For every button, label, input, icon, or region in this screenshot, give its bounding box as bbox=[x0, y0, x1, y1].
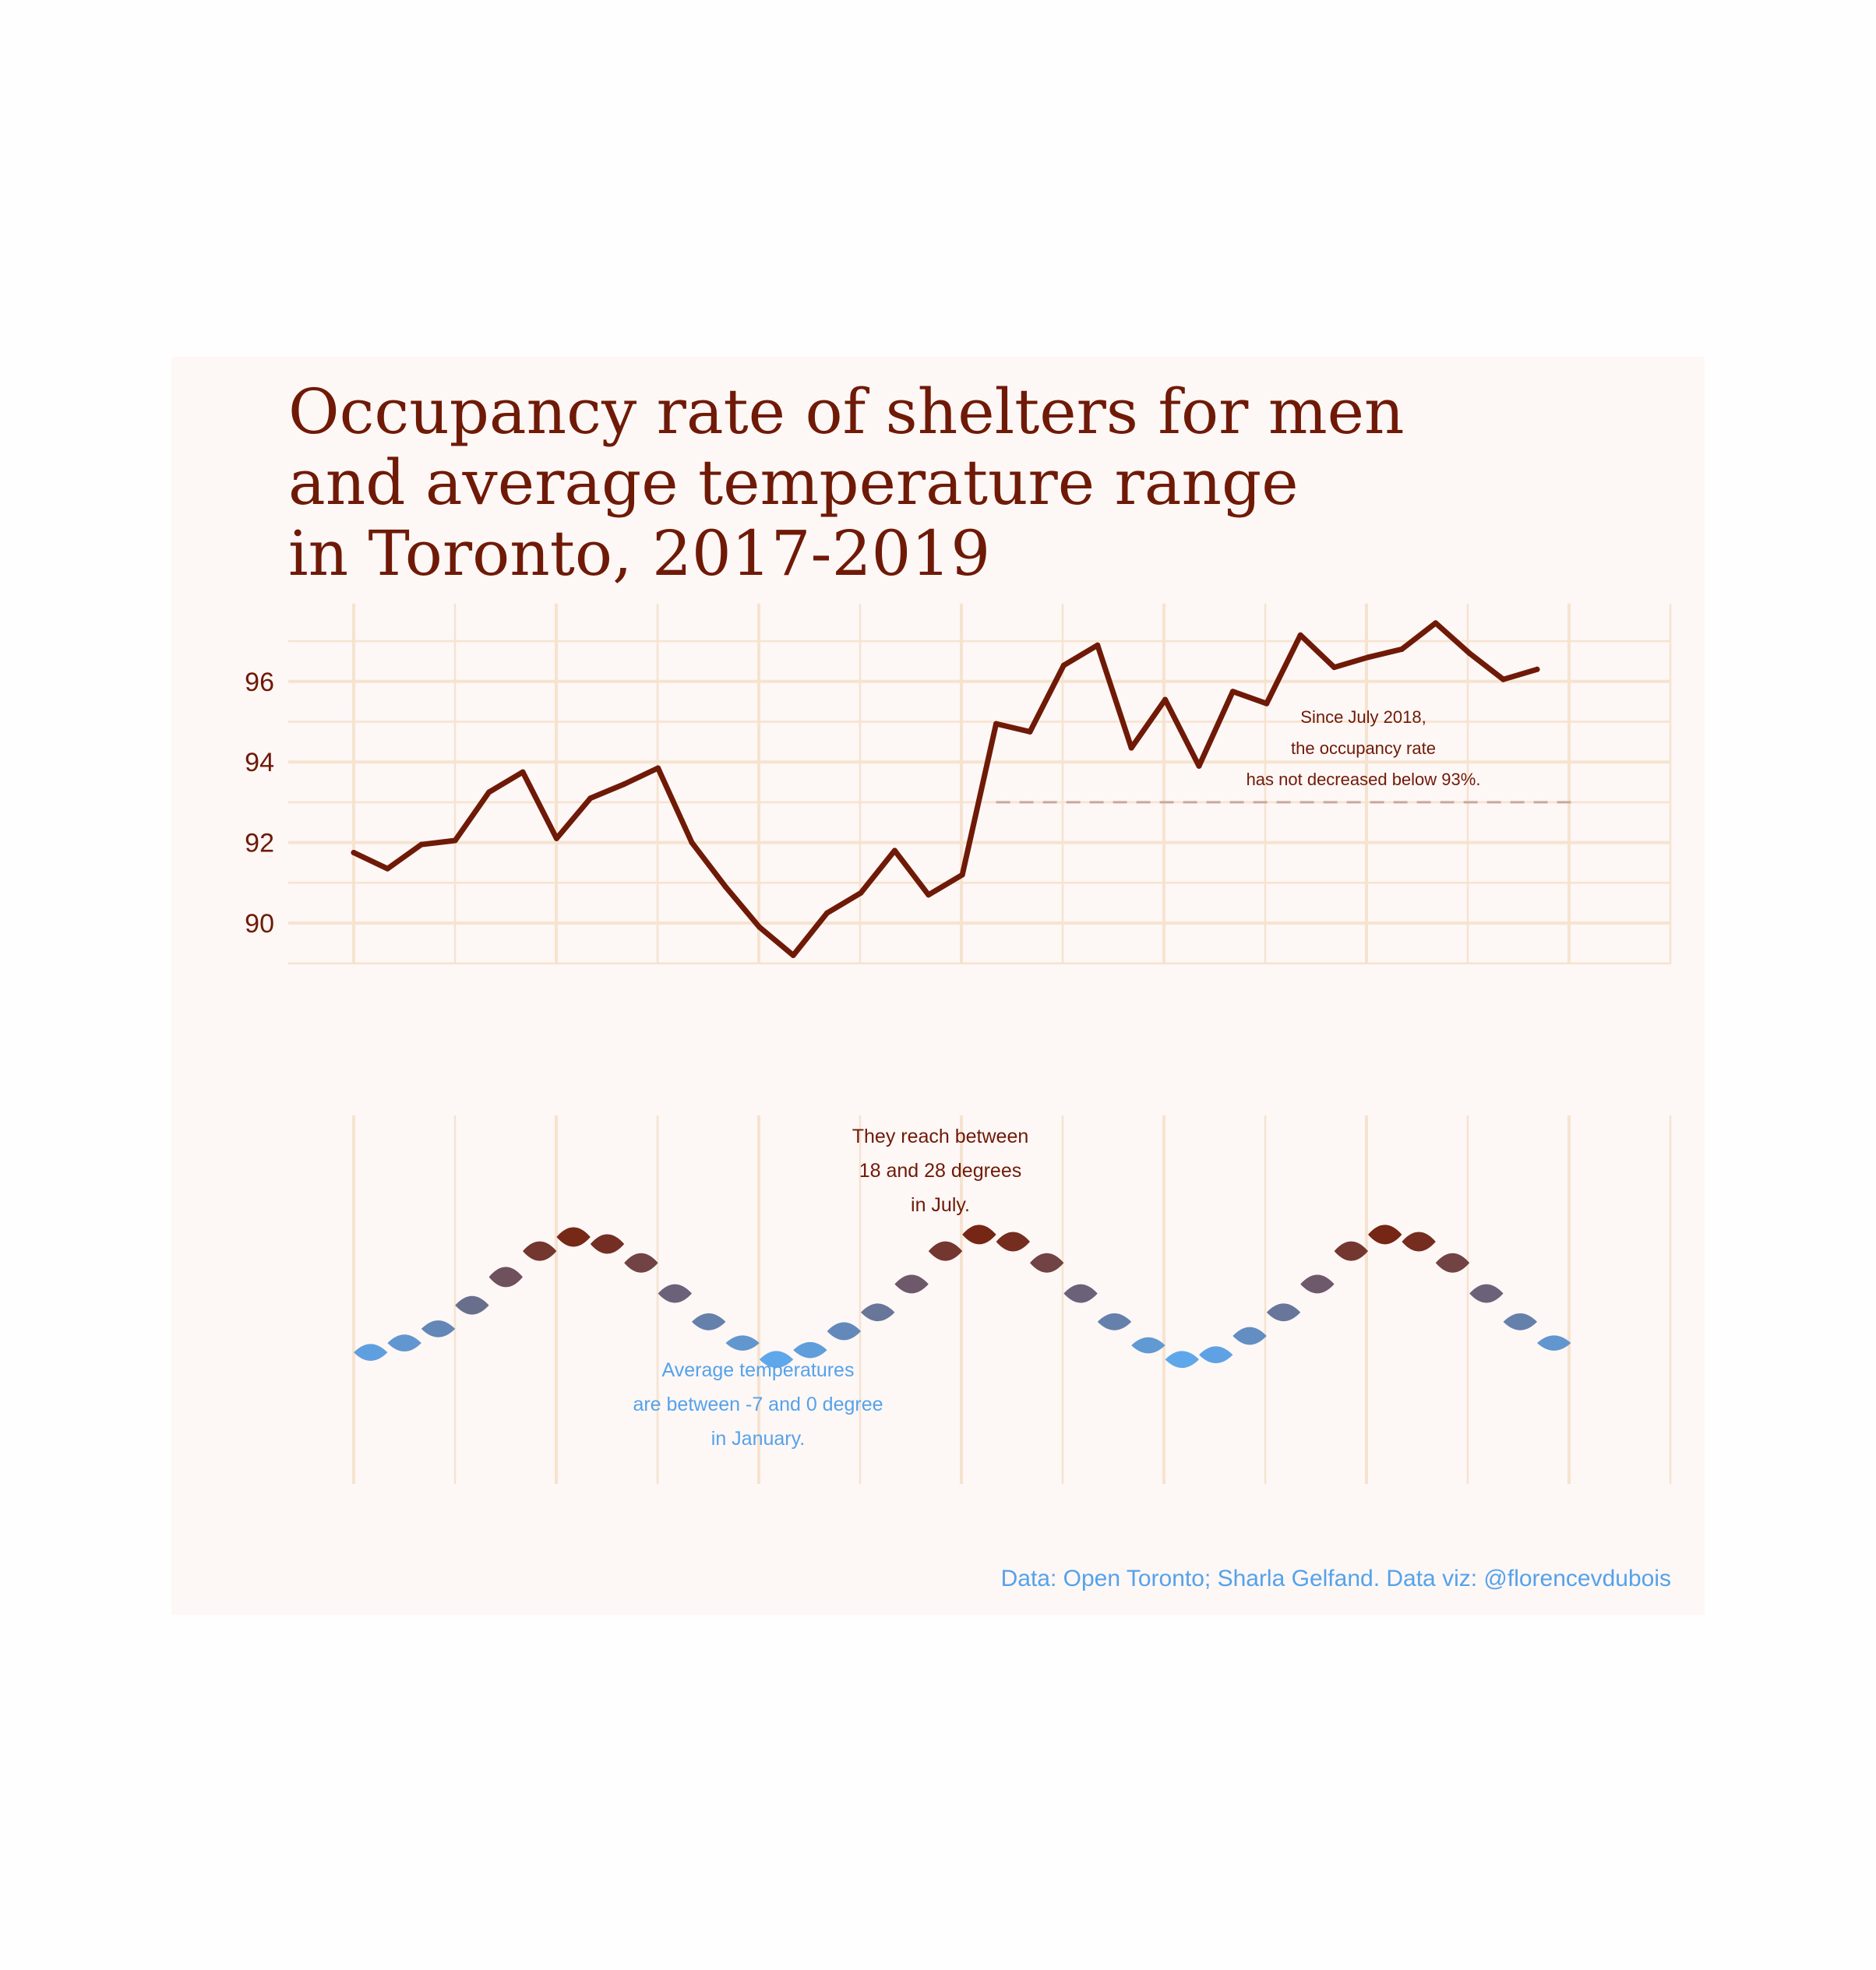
temperature-range-mark bbox=[692, 1313, 726, 1330]
annotation-line: Since July 2018, bbox=[1300, 707, 1426, 727]
occupancy-point bbox=[858, 890, 864, 896]
occupancy-point bbox=[520, 769, 526, 775]
annotation-line: the occupancy rate bbox=[1291, 738, 1436, 758]
annotation-warm-line: They reach between bbox=[852, 1126, 1029, 1147]
occupancy-point bbox=[1027, 728, 1033, 735]
temperature-range-mark bbox=[861, 1303, 895, 1322]
occupancy-line bbox=[351, 620, 1540, 958]
occupancy-y-axis: 90 92 94 96 bbox=[245, 668, 274, 939]
occupancy-point bbox=[1264, 700, 1270, 707]
occupancy-point bbox=[1229, 689, 1236, 695]
occupancy-point bbox=[722, 883, 728, 890]
occupancy-point bbox=[418, 841, 425, 848]
annotation-warm-line: in July. bbox=[911, 1194, 970, 1216]
annotation-warm-line: 18 and 28 degrees bbox=[859, 1160, 1022, 1182]
occupancy-point bbox=[553, 835, 559, 841]
occupancy-point bbox=[587, 795, 594, 802]
occupancy-point bbox=[824, 910, 830, 916]
caption: Data: Open Toronto; Sharla Gelfand. Data… bbox=[1000, 1566, 1671, 1591]
temperature-range-mark bbox=[387, 1334, 421, 1352]
temperature-range-mark bbox=[725, 1335, 760, 1351]
occupancy-point bbox=[1466, 650, 1472, 657]
temperature-range-mark bbox=[1537, 1335, 1571, 1351]
temperature-range-mark bbox=[1199, 1346, 1233, 1364]
temperature-range-mark bbox=[624, 1253, 658, 1273]
temperature-range-mark bbox=[1435, 1253, 1470, 1273]
temperature-range-mark bbox=[759, 1351, 794, 1369]
occupancy-point bbox=[1433, 620, 1439, 626]
occupancy-point bbox=[1196, 763, 1202, 769]
temperature-range-mark bbox=[962, 1225, 996, 1245]
occupancy-point bbox=[756, 924, 763, 930]
temperature-range-mark bbox=[658, 1284, 692, 1303]
annotation-cold-line: are between -7 and 0 degree bbox=[633, 1394, 883, 1415]
occupancy-annotation: Since July 2018, the occupancy rate has no… bbox=[1247, 707, 1481, 789]
temperature-range-mark bbox=[1334, 1241, 1368, 1261]
y-tick-label: 94 bbox=[245, 748, 274, 777]
y-tick-label: 96 bbox=[245, 668, 274, 697]
temperature-range-mark bbox=[1300, 1274, 1335, 1294]
occupancy-point bbox=[959, 872, 965, 878]
temperature-range-mark bbox=[1232, 1327, 1267, 1345]
temperature-range-mark bbox=[1368, 1225, 1402, 1245]
temperature-range-mark bbox=[455, 1295, 489, 1315]
occupancy-point bbox=[655, 765, 661, 771]
y-tick-label: 90 bbox=[245, 909, 274, 939]
occupancy-point bbox=[790, 952, 796, 958]
temperature-range-mark bbox=[1266, 1303, 1301, 1322]
temperature-range-mark bbox=[1503, 1313, 1537, 1330]
temperature-range-mark bbox=[894, 1274, 929, 1294]
temperature-range-mark bbox=[1131, 1337, 1165, 1354]
temperature-range-mark bbox=[488, 1267, 523, 1288]
occupancy-point bbox=[1500, 676, 1507, 682]
occupancy-point bbox=[486, 789, 492, 795]
annotation-line: has not decreased below 93%. bbox=[1247, 770, 1481, 789]
temperature-range-mark bbox=[793, 1341, 827, 1359]
temperature-range-mark bbox=[590, 1234, 625, 1254]
occupancy-point bbox=[993, 721, 1000, 727]
temperature-range-mark bbox=[1165, 1351, 1199, 1369]
temperature-range-mark bbox=[523, 1241, 557, 1261]
temperature-range-mark bbox=[1402, 1232, 1436, 1252]
occupancy-point bbox=[926, 892, 932, 898]
temperature-range-mark bbox=[1030, 1253, 1064, 1273]
annotation-cold-line: Average temperatures bbox=[662, 1359, 855, 1381]
occupancy-point bbox=[351, 850, 357, 856]
occupancy-point bbox=[452, 837, 458, 844]
temperature-annotations: They reach between 18 and 28 degrees in Ju… bbox=[633, 1126, 1028, 1450]
temperature-range-mark bbox=[827, 1322, 861, 1341]
occupancy-point bbox=[1162, 696, 1169, 703]
temperature-range-mark bbox=[1097, 1313, 1132, 1330]
temperature-range-mark bbox=[1063, 1284, 1098, 1303]
temperature-range-mark bbox=[421, 1320, 456, 1337]
occupancy-point bbox=[1128, 745, 1134, 751]
occupancy-point bbox=[621, 781, 627, 788]
occupancy-series-line bbox=[351, 620, 1540, 958]
chart-title: Occupancy rate of shelters for men and a… bbox=[288, 375, 1405, 590]
temperature-range-mark bbox=[928, 1241, 963, 1261]
occupancy-point bbox=[689, 840, 695, 846]
occupancy-point bbox=[1331, 664, 1338, 671]
occupancy-point bbox=[1095, 642, 1101, 648]
temperature-range-mark bbox=[556, 1227, 591, 1247]
occupancy-point bbox=[384, 865, 390, 872]
occupancy-point bbox=[891, 848, 897, 854]
chart-panel bbox=[171, 357, 1705, 1615]
occupancy-grid bbox=[288, 604, 1672, 964]
temperature-range-mark bbox=[354, 1344, 388, 1362]
annotation-cold-line: in January. bbox=[711, 1428, 805, 1450]
occupancy-point bbox=[1060, 662, 1067, 668]
y-tick-label: 92 bbox=[245, 829, 274, 858]
occupancy-point bbox=[1365, 654, 1371, 661]
temperature-range-mark bbox=[996, 1232, 1030, 1252]
occupancy-point bbox=[1297, 632, 1303, 638]
temperature-range-mark bbox=[1469, 1284, 1504, 1303]
temperature-grid bbox=[352, 1115, 1672, 1484]
temperature-marks bbox=[354, 1225, 1571, 1369]
occupancy-point bbox=[1534, 666, 1540, 672]
occupancy-point bbox=[1398, 646, 1405, 652]
